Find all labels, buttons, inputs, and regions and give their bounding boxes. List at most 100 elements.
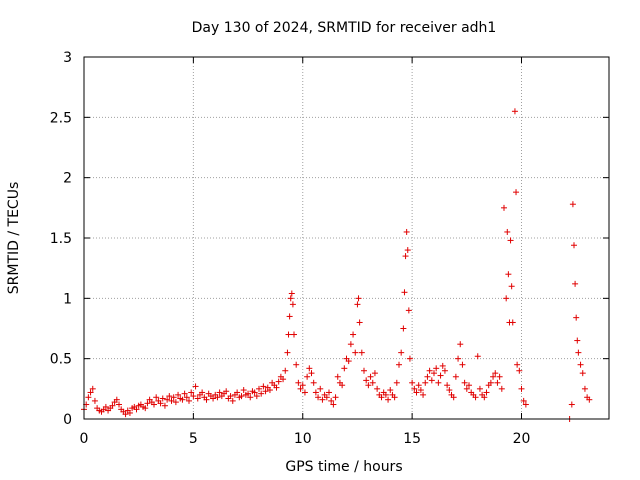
- data-point: [509, 319, 516, 326]
- data-point: [365, 382, 372, 389]
- data-point: [461, 379, 468, 386]
- y-tick-label: 1: [63, 291, 72, 307]
- data-point: [367, 373, 374, 380]
- data-point: [332, 394, 339, 401]
- data-point: [398, 349, 405, 356]
- data-point: [413, 389, 420, 396]
- data-point: [245, 390, 252, 397]
- y-tick-label: 2.5: [50, 110, 72, 126]
- data-point: [450, 394, 457, 401]
- data-point: [575, 349, 582, 356]
- data-point: [304, 373, 311, 380]
- data-point: [459, 361, 466, 368]
- data-point: [426, 367, 433, 374]
- data-point: [439, 362, 446, 369]
- data-point: [126, 409, 133, 416]
- data-point: [466, 382, 472, 389]
- data-point: [287, 295, 294, 302]
- plot-frame: [83, 56, 610, 420]
- data-point: [172, 399, 179, 406]
- data-point: [501, 204, 507, 211]
- data-point: [463, 385, 470, 392]
- data-point: [229, 397, 236, 404]
- data-point: [352, 349, 359, 356]
- data-point: [89, 385, 96, 392]
- data-point: [516, 367, 523, 374]
- data-point: [402, 253, 409, 260]
- data-point: [295, 379, 302, 386]
- data-point: [374, 385, 381, 392]
- data-point: [391, 394, 398, 401]
- data-point: [285, 331, 292, 338]
- data-point: [266, 387, 273, 394]
- data-point: [194, 395, 201, 402]
- data-point: [574, 337, 581, 344]
- data-point: [586, 396, 593, 403]
- data-point: [306, 365, 313, 372]
- data-point: [417, 387, 424, 394]
- data-point: [406, 355, 413, 362]
- data-point: [328, 397, 335, 404]
- data-point: [326, 389, 332, 396]
- data-point: [87, 389, 94, 396]
- data-point: [240, 387, 247, 394]
- data-point: [109, 402, 116, 409]
- data-point: [520, 397, 527, 404]
- data-point: [168, 397, 175, 404]
- data-point: [420, 391, 427, 398]
- x-tick-label: 10: [294, 431, 312, 447]
- data-point: [441, 367, 448, 374]
- data-point: [492, 370, 499, 377]
- data-point: [358, 349, 365, 356]
- data-point: [518, 385, 525, 392]
- data-point: [223, 388, 230, 395]
- y-axis-label: SRMTID / TECUs: [6, 182, 22, 295]
- data-point: [113, 396, 120, 403]
- data-point: [308, 370, 315, 377]
- data-point: [179, 396, 186, 403]
- data-point: [339, 382, 346, 389]
- data-point: [401, 289, 408, 296]
- data-point: [199, 389, 206, 396]
- data-point: [573, 314, 580, 321]
- data-point: [503, 295, 510, 302]
- data-point: [227, 393, 234, 400]
- data-point: [312, 389, 319, 396]
- data-point: [387, 387, 394, 394]
- data-point: [319, 396, 326, 403]
- data-point: [568, 401, 575, 408]
- data-point: [382, 391, 389, 398]
- x-tick-label: 15: [403, 431, 421, 447]
- data-point: [472, 394, 479, 401]
- data-point: [323, 394, 330, 401]
- data-point: [345, 358, 352, 365]
- data-point: [496, 373, 503, 380]
- y-tick-label: 0: [63, 412, 72, 428]
- data-point: [330, 401, 337, 408]
- data-point: [455, 355, 462, 362]
- data-point: [504, 228, 511, 235]
- data-point: [216, 389, 223, 396]
- data-point: [301, 389, 308, 396]
- data-point: [356, 319, 363, 326]
- data-point: [253, 393, 260, 400]
- data-point: [437, 372, 444, 379]
- data-point: [238, 393, 245, 400]
- data-point: [142, 405, 149, 412]
- data-point: [310, 379, 317, 386]
- data-point: [378, 394, 385, 401]
- data-point: [505, 271, 512, 278]
- data-point: [262, 388, 269, 395]
- data-point: [514, 361, 521, 368]
- data-point: [186, 397, 192, 404]
- data-point: [452, 373, 459, 380]
- data-point: [483, 389, 490, 396]
- data-point: [411, 385, 418, 392]
- data-point: [291, 331, 297, 338]
- data-point: [251, 389, 258, 396]
- data-point: [234, 389, 241, 396]
- data-point: [511, 108, 518, 115]
- data-point: [424, 373, 431, 380]
- data-point: [577, 361, 584, 368]
